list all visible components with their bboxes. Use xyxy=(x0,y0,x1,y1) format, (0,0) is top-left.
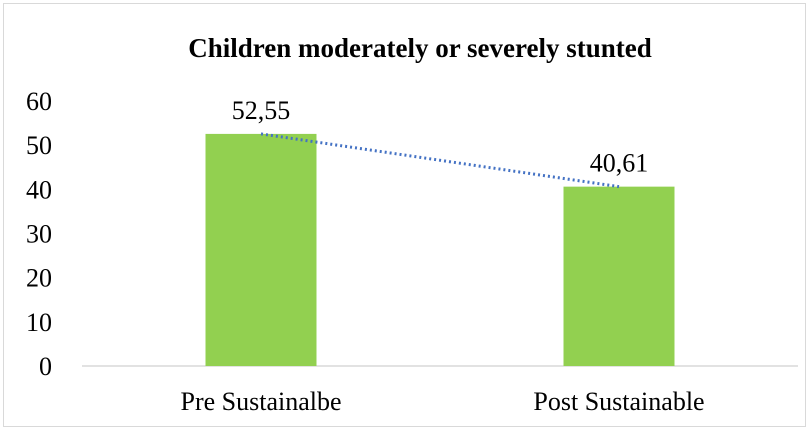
data-label: 40,61 xyxy=(590,149,649,178)
bar xyxy=(205,133,317,366)
trendline xyxy=(260,132,620,189)
bar xyxy=(563,186,675,366)
x-axis-categories: Pre Sustainalbe Post Sustainable xyxy=(180,387,704,416)
y-axis-ticks: 0 10 20 30 40 50 60 xyxy=(26,87,52,381)
bars xyxy=(205,133,675,366)
y-tick-label: 50 xyxy=(26,131,52,160)
y-tick-label: 60 xyxy=(26,87,52,116)
y-tick-label: 20 xyxy=(26,264,52,293)
y-tick-label: 0 xyxy=(39,352,52,381)
y-tick-label: 40 xyxy=(26,175,52,204)
data-label: 52,55 xyxy=(232,96,291,125)
trendline-line xyxy=(260,132,620,189)
chart-title: Children moderately or severely stunted xyxy=(188,33,651,63)
x-category-label: Pre Sustainalbe xyxy=(180,387,341,416)
data-labels: 52,55 40,61 xyxy=(232,96,649,178)
y-tick-label: 10 xyxy=(26,308,52,337)
x-category-label: Post Sustainable xyxy=(533,387,704,416)
y-tick-label: 30 xyxy=(26,220,52,249)
